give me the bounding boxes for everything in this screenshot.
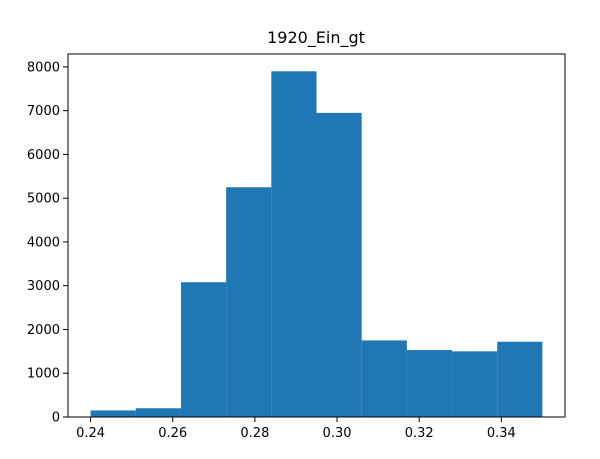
x-tick-label: 0.26 (158, 426, 187, 441)
x-tick-label: 0.32 (405, 426, 434, 441)
x-tick-label: 0.24 (76, 426, 105, 441)
y-tick-label: 6000 (27, 148, 60, 163)
histogram-bar (452, 351, 498, 417)
histogram-bar (271, 71, 317, 418)
histogram-bar (406, 350, 453, 417)
y-tick-label: 4000 (27, 235, 60, 250)
x-tick-label: 0.28 (240, 426, 269, 441)
y-tick-label: 3000 (27, 279, 60, 294)
y-tick-label: 7000 (27, 104, 60, 119)
chart-title: 1920_Ein_gt (267, 28, 365, 48)
x-tick-label: 0.30 (323, 426, 352, 441)
x-tick-label: 0.34 (487, 426, 516, 441)
histogram-bar (361, 340, 407, 417)
y-tick-label: 8000 (27, 60, 60, 75)
histogram-bar (316, 112, 362, 417)
y-tick-label: 1000 (27, 367, 60, 382)
y-tick-label: 0 (52, 411, 60, 426)
y-tick-label: 2000 (27, 323, 60, 338)
histogram-bar (226, 187, 272, 417)
histogram-bar (497, 341, 543, 417)
y-tick-label: 5000 (27, 192, 60, 207)
x-axis: 0.24 0.26 0.28 0.30 0.32 0.34 (76, 417, 516, 441)
bars-group (90, 71, 543, 418)
histogram-bar (90, 410, 136, 417)
y-axis: 0 1000 2000 3000 4000 5000 6000 7000 8000 (27, 60, 68, 426)
histogram-bar (180, 282, 227, 417)
plot-frame (67, 53, 566, 418)
histogram-bar (135, 408, 181, 417)
